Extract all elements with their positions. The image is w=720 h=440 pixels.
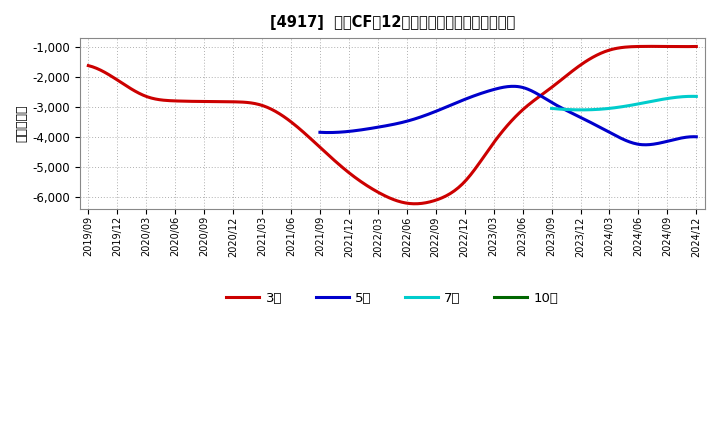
Line: 7年: 7年 [552,96,696,110]
7年 [670,95,678,100]
5年 [541,96,549,101]
7年 [636,101,645,106]
5年 [640,142,649,147]
3年 [84,63,93,68]
Line: 3年: 3年 [89,46,696,204]
7年 [634,101,642,106]
5年 [510,84,518,89]
7年 [634,101,642,106]
3年 [637,44,646,49]
5年 [315,130,324,135]
7年 [692,94,701,99]
Y-axis label: （百万円）: （百万円） [15,105,28,142]
5年 [634,142,643,147]
3年 [598,50,607,55]
7年 [688,94,696,99]
7年 [577,107,585,113]
7年 [679,94,688,99]
5年 [317,130,325,135]
3年 [647,44,656,49]
7年 [548,106,557,111]
3年 [411,201,420,206]
Legend: 3年, 5年, 7年, 10年: 3年, 5年, 7年, 10年 [221,287,564,310]
5年 [660,139,668,145]
Line: 5年: 5年 [320,86,696,145]
3年 [446,191,454,196]
3年 [448,190,456,195]
7年 [547,106,556,111]
5年 [547,100,556,105]
3年 [458,181,467,187]
Title: [4917]  投賄CFだ12か月移動合計の平均値の推移: [4917] 投賄CFだ12か月移動合計の平均値の推移 [270,15,515,30]
3年 [86,63,94,69]
3年 [692,44,701,49]
5年 [692,134,701,139]
5年 [540,95,549,100]
